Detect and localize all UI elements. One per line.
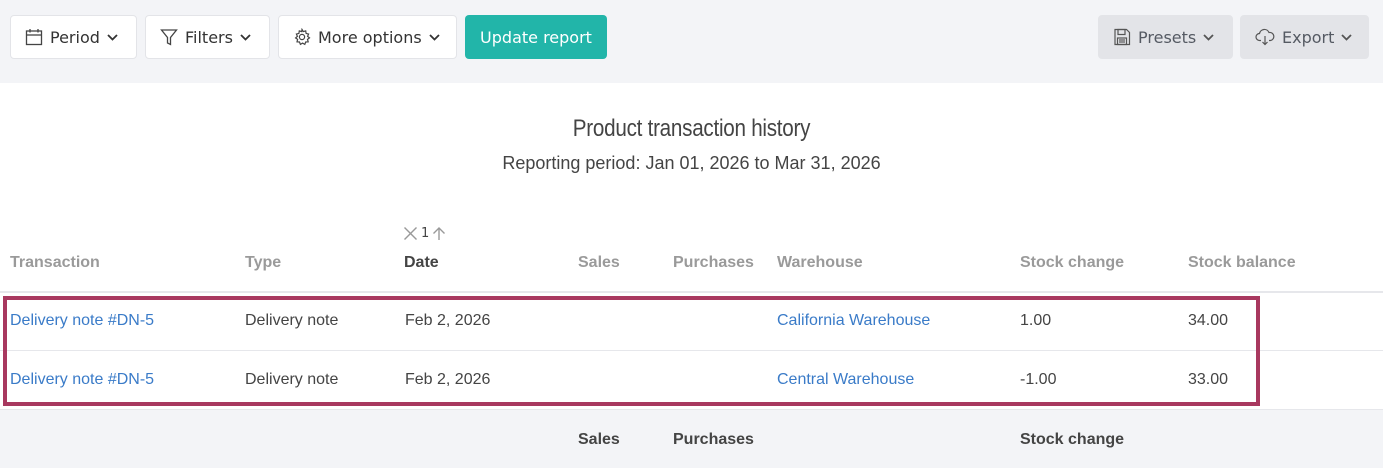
transaction-link[interactable]: Delivery note #DN-5 bbox=[10, 371, 155, 388]
stock-balance-cell: 33.00 bbox=[1188, 371, 1229, 388]
table-footer: Sales Purchases Stock change bbox=[0, 409, 1383, 468]
export-button[interactable]: Export bbox=[1240, 15, 1369, 59]
presets-button[interactable]: Presets bbox=[1098, 15, 1233, 59]
stock-balance-cell: 34.00 bbox=[1188, 312, 1229, 329]
funnel-icon bbox=[160, 29, 178, 46]
filters-label: Filters bbox=[185, 27, 233, 47]
clear-sort-icon[interactable] bbox=[403, 226, 418, 241]
update-report-label: Update report bbox=[480, 27, 592, 47]
report-title: Product transaction history bbox=[572, 115, 811, 142]
export-label: Export bbox=[1282, 27, 1335, 47]
gear-icon bbox=[294, 28, 311, 46]
column-header-stock-change[interactable]: Stock change bbox=[1020, 254, 1125, 271]
stock-change-cell: 1.00 bbox=[1020, 312, 1052, 329]
column-header-purchases[interactable]: Purchases bbox=[673, 254, 754, 271]
column-header-warehouse[interactable]: Warehouse bbox=[777, 254, 863, 271]
header-divider bbox=[0, 291, 1383, 293]
date-cell: Feb 2, 2026 bbox=[405, 312, 491, 329]
table-row: Delivery note #DN-5 Delivery note Feb 2,… bbox=[0, 293, 1383, 351]
more-options-label: More options bbox=[318, 27, 422, 47]
floppy-disk-icon bbox=[1114, 28, 1131, 46]
report-subtitle: Reporting period: Jan 01, 2026 to Mar 31… bbox=[502, 153, 881, 173]
column-header-type[interactable]: Type bbox=[245, 254, 282, 271]
chevron-down-icon bbox=[429, 33, 440, 41]
chevron-down-icon bbox=[240, 33, 251, 41]
chevron-down-icon bbox=[1341, 33, 1353, 41]
column-header-sales[interactable]: Sales bbox=[578, 254, 620, 271]
footer-purchases-label: Purchases bbox=[673, 431, 754, 448]
column-header-date[interactable]: Date bbox=[404, 254, 439, 271]
column-header-stock-balance[interactable]: Stock balance bbox=[1188, 254, 1296, 271]
chevron-down-icon bbox=[107, 33, 118, 41]
date-cell: Feb 2, 2026 bbox=[405, 371, 491, 388]
report-toolbar: Period Filters More options Update repor… bbox=[0, 0, 1383, 83]
type-cell: Delivery note bbox=[245, 312, 339, 329]
footer-sales-label: Sales bbox=[578, 431, 620, 448]
presets-label: Presets bbox=[1138, 27, 1197, 47]
transaction-link[interactable]: Delivery note #DN-5 bbox=[10, 312, 155, 329]
stock-change-cell: -1.00 bbox=[1020, 371, 1057, 388]
column-header-transaction[interactable]: Transaction bbox=[10, 254, 100, 271]
footer-stock-change-label: Stock change bbox=[1020, 431, 1125, 448]
table-row: Delivery note #DN-5 Delivery note Feb 2,… bbox=[0, 352, 1383, 410]
cloud-download-icon bbox=[1255, 28, 1275, 46]
calendar-icon bbox=[25, 29, 43, 46]
arrow-up-icon[interactable] bbox=[432, 226, 446, 241]
update-report-button[interactable]: Update report bbox=[465, 15, 607, 59]
period-button[interactable]: Period bbox=[10, 15, 137, 59]
filters-button[interactable]: Filters bbox=[145, 15, 270, 59]
type-cell: Delivery note bbox=[245, 371, 339, 388]
warehouse-link[interactable]: California Warehouse bbox=[777, 312, 931, 329]
warehouse-link[interactable]: Central Warehouse bbox=[777, 371, 915, 388]
more-options-button[interactable]: More options bbox=[278, 15, 457, 59]
sort-order: 1 bbox=[421, 226, 430, 241]
chevron-down-icon bbox=[1203, 33, 1214, 41]
period-label: Period bbox=[50, 27, 100, 47]
sort-indicator: 1 bbox=[403, 226, 446, 241]
